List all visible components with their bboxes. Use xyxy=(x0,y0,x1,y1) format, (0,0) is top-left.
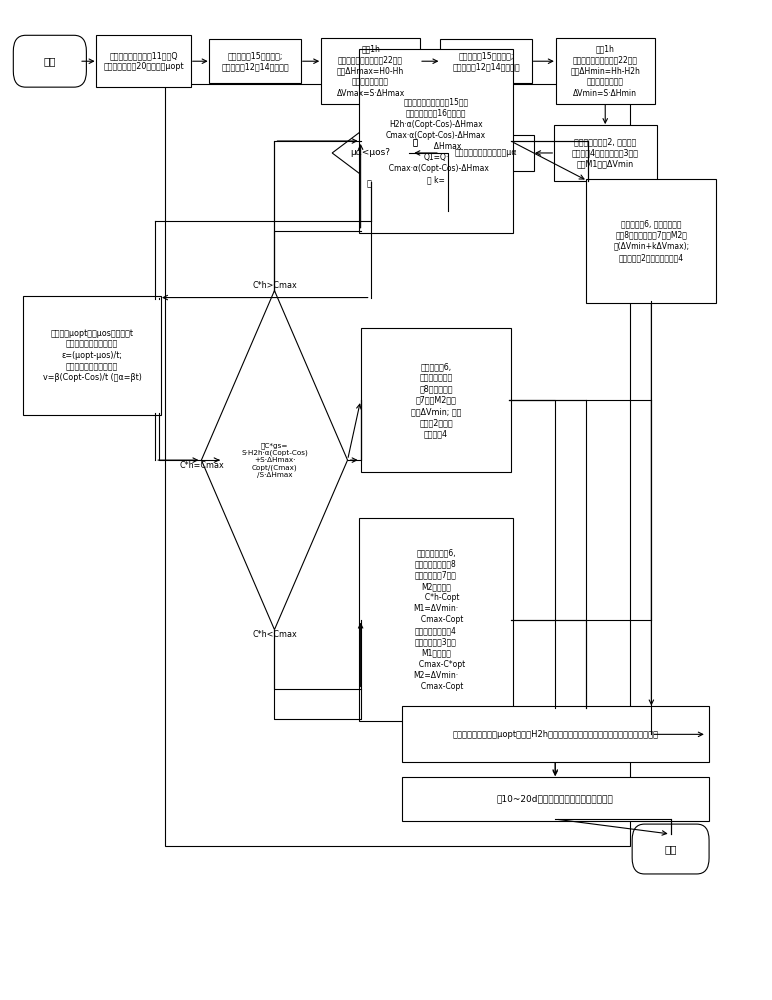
Text: μα<μos?: μα<μos? xyxy=(350,148,391,157)
FancyBboxPatch shape xyxy=(360,49,513,233)
Text: C*h<Cmax: C*h<Cmax xyxy=(252,630,297,639)
Text: 是: 是 xyxy=(413,138,418,147)
Polygon shape xyxy=(332,124,409,182)
FancyBboxPatch shape xyxy=(360,518,513,721)
Text: 开启管道泵6,
调节第二电动针
阀8至电磁流量
计7流量M2显示
数值ΔVmin; 关闭
管道泵2和第一
电动针阀4: 开启管道泵6, 调节第二电动针 阀8至电磁流量 计7流量M2显示 数值ΔVmin… xyxy=(411,362,461,438)
Text: 延迟1h
记录并计算液位传感器22示数
差值ΔHmin=Hh-H2h
得出最小耗液速率
ΔVmin=S·ΔHmin: 延迟1h 记录并计算液位传感器22示数 差值ΔHmin=Hh-H2h 得出最小耗… xyxy=(571,44,640,98)
FancyBboxPatch shape xyxy=(632,824,709,874)
FancyBboxPatch shape xyxy=(13,35,86,87)
Text: 开始: 开始 xyxy=(43,56,56,66)
Text: 令C*gs=
S·H2h·α(Copt-Cos)
+S·ΔHmax·
Copt/(Cmax)
/S·ΔHmax: 令C*gs= S·H2h·α(Copt-Cos) +S·ΔHmax· Copt/… xyxy=(241,442,308,478)
Text: 维持最佳减阻液粘度μopt、液位H2h，可同时保证成本效益最大化和换热效果最强化。: 维持最佳减阻液粘度μopt、液位H2h，可同时保证成本效益最大化和换热效果最强化… xyxy=(452,730,659,739)
Text: 是: 是 xyxy=(413,138,418,147)
Text: 记录粘度μopt降至μos所需时间t
计算减阻液粘度变化速率
ε=(μopt-μos)/t;
得出减阻剂分子降解速率
v=β(Copt-Cos)/t (令α=β: 记录粘度μopt降至μos所需时间t 计算减阻液粘度变化速率 ε=(μopt-μ… xyxy=(42,329,141,382)
Text: C*h>Cmax: C*h>Cmax xyxy=(252,281,297,290)
FancyBboxPatch shape xyxy=(554,125,657,181)
Text: 结束: 结束 xyxy=(665,844,677,854)
FancyBboxPatch shape xyxy=(587,179,716,303)
FancyBboxPatch shape xyxy=(96,35,191,87)
Text: 电动调节阀15完全关闭;
电动开关阀12、14完全打开: 电动调节阀15完全关闭; 电动开关阀12、14完全打开 xyxy=(452,51,520,71)
FancyBboxPatch shape xyxy=(401,777,709,821)
FancyBboxPatch shape xyxy=(401,706,709,762)
Text: 延迟1h
记录并计算液位传感器22示数
差值ΔHmax=H0-Hh
得出最大耗液速率
ΔVmax=S·ΔHmax: 延迟1h 记录并计算液位传感器22示数 差值ΔHmax=H0-Hh 得出最大耗液… xyxy=(337,44,405,98)
FancyBboxPatch shape xyxy=(440,39,532,83)
Text: 隔10~20d，复位清零，系统重新运行程序: 隔10~20d，复位清零，系统重新运行程序 xyxy=(497,795,614,804)
Text: 开启管道泵6, 调节第二电动
针阀8至电磁流量计7流量M2等
于(ΔVmin+kΔVmax);
关闭管道泵2和第一电动针阀4: 开启管道泵6, 调节第二电动 针阀8至电磁流量计7流量M2等 于(ΔVmin+k… xyxy=(613,220,689,262)
FancyBboxPatch shape xyxy=(165,84,630,846)
Text: C*h=Cmax: C*h=Cmax xyxy=(180,461,225,470)
FancyBboxPatch shape xyxy=(438,135,533,171)
FancyBboxPatch shape xyxy=(209,39,301,83)
Text: 否: 否 xyxy=(367,179,371,188)
Text: 开启并调节电动调节阀15，至
旁通瓦斯流量计16显示数值
H2h·α(Copt-Cos)-ΔHmax
Cmax·α(Copt-Cos)-ΔHmax
      : 开启并调节电动调节阀15，至 旁通瓦斯流量计16显示数值 H2h·α(Copt-… xyxy=(384,98,489,184)
FancyBboxPatch shape xyxy=(321,38,420,104)
Text: 开启第一管道泵2, 调节第一
电动针阀4至电磁流量计3显示
流量M1等于ΔVmin: 开启第一管道泵2, 调节第一 电动针阀4至电磁流量计3显示 流量M1等于ΔVmi… xyxy=(572,137,638,169)
Text: 记录循环液池减阻液粘度μα: 记录循环液池减阻液粘度μα xyxy=(455,148,517,157)
FancyBboxPatch shape xyxy=(556,38,655,104)
Text: 记录主管瓦斯流量计11示数Q
以及粘度传感器20粘度示数μopt: 记录主管瓦斯流量计11示数Q 以及粘度传感器20粘度示数μopt xyxy=(103,51,184,71)
FancyBboxPatch shape xyxy=(361,328,510,472)
Polygon shape xyxy=(201,291,347,630)
Text: 开启第二管道泵6,
调节第三电动针阀8
至电磁流量计7流量
M2显示数值
     C*h-Copt
M1=ΔVmin·
     Cmax-Copt
调节第一: 开启第二管道泵6, 调节第三电动针阀8 至电磁流量计7流量 M2显示数值 C*h… xyxy=(407,549,465,691)
Text: 电动调节阀15完全打开;
电动开关阀12、14完全关闭: 电动调节阀15完全打开; 电动开关阀12、14完全关闭 xyxy=(222,51,289,71)
FancyBboxPatch shape xyxy=(23,296,161,415)
